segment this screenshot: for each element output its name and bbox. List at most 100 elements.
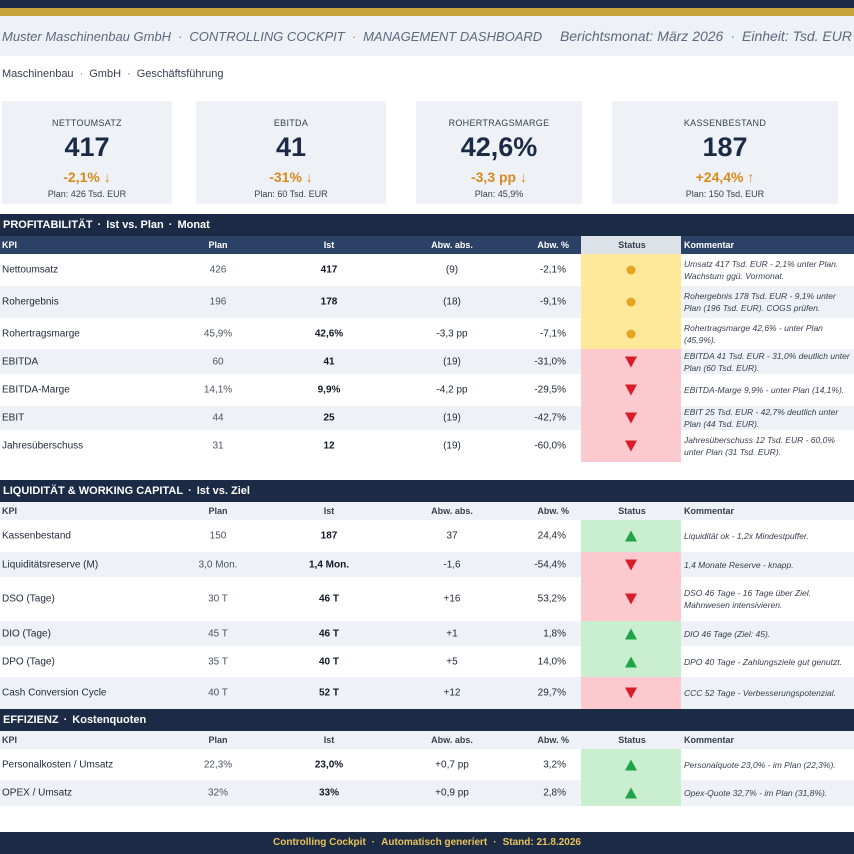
footer-date: Stand: 21.8.2026 — [502, 837, 581, 848]
comment-cell: EBITDA 41 Tsd. EUR - 31,0% deutlich unte… — [684, 350, 850, 373]
status-warning-dot-icon — [626, 297, 636, 307]
col-status[interactable]: Status — [618, 240, 646, 250]
col-abs[interactable]: Abw. abs. — [431, 735, 473, 745]
col-kpi[interactable]: KPI — [2, 240, 18, 250]
col-abs[interactable]: Abw. abs. — [431, 506, 473, 516]
table-row[interactable]: DSO (Tage) 30 T 46 T +16 53,2% DSO 46 Tage - … — [0, 577, 854, 621]
plan-cell: 426 — [209, 264, 227, 276]
kpi-name-cell: Rohertragsmarge — [2, 328, 80, 339]
col-kpi[interactable]: KPI — [2, 506, 18, 516]
kpi-name-cell: EBITDA — [2, 356, 39, 367]
kpi-card-rohertragsmarge[interactable]: ROHERTRAGSMARGE 42,6% -3,3 pp ↓ Plan: 45… — [416, 101, 582, 204]
col-pct[interactable]: Abw. % — [537, 240, 569, 250]
section-title: EFFIZIENZ — [3, 714, 59, 726]
col-status[interactable]: Status — [618, 735, 646, 745]
pct-deviation-cell: 53,2% — [537, 593, 566, 605]
table-row[interactable]: EBITDA 60 41 (19) -31,0% EBITDA 41 Tsd. EUR -… — [0, 349, 854, 374]
comment-cell: Rohertragsmarge 42,6% - unter Plan (45,9… — [684, 322, 823, 345]
status-cell — [581, 749, 681, 780]
pct-deviation-cell: -7,1% — [539, 328, 566, 339]
plan-cell: 30 T — [208, 593, 228, 605]
title-bar: Muster Maschinenbau GmbH · CONTROLLING COC… — [0, 16, 854, 56]
pct-deviation-cell: 24,4% — [537, 530, 566, 542]
plan-cell: 14,1% — [203, 384, 233, 396]
col-plan[interactable]: Plan — [208, 735, 228, 745]
column-header-row: KPI Plan Ist Abw. abs. Abw. % Status Kom… — [0, 502, 854, 520]
title-right: Berichtsmonat: März 2026 · Einheit: Tsd. E… — [559, 28, 852, 44]
status-cell — [581, 318, 681, 349]
table-row[interactable]: OPEX / Umsatz 32% 33% +0,9 pp 2,8% Opex-Quote… — [0, 780, 854, 806]
kpi-name-cell: EBITDA-Marge — [2, 384, 70, 396]
status-column-header-bg — [581, 236, 681, 254]
abs-deviation-cell: -4,2 pp — [436, 384, 468, 396]
breadcrumb-item[interactable]: Geschäftsführung — [136, 68, 224, 80]
abs-deviation-cell: +0,7 pp — [435, 759, 469, 770]
table-row[interactable]: EBITDA-Marge 14,1% 9,9% -4,2 pp -29,5% EBITDA… — [0, 374, 854, 406]
status-cell — [581, 780, 681, 806]
col-abs[interactable]: Abw. abs. — [431, 240, 473, 250]
pct-deviation-cell: -9,1% — [539, 296, 566, 308]
pct-deviation-cell: -29,5% — [534, 384, 566, 396]
kpi-card-nettoumsatz[interactable]: NETTOUMSATZ 417 -2,1% ↓ Plan: 426 Tsd. E… — [2, 101, 172, 204]
comment-cell: DSO 46 Tage - 16 Tage über Ziel. Mahnwes… — [684, 588, 811, 610]
breadcrumb-item[interactable]: GmbH — [89, 68, 122, 80]
section-header-profitabilitaet: PROFITABILITÄT · Ist vs. Plan · Monat — [0, 214, 854, 236]
col-kpi[interactable]: KPI — [2, 735, 18, 745]
col-ist[interactable]: Ist — [323, 735, 335, 745]
kpi-name-cell: Liquiditätsreserve (M) — [2, 559, 99, 570]
table-row[interactable]: Nettoumsatz 426 417 (9) -2,1% Umsatz 417 Tsd.… — [0, 254, 854, 286]
gold-accent-bar — [0, 8, 854, 16]
table-row[interactable]: Jahresüberschuss 31 12 (19) -60,0% Jahresüber… — [0, 430, 854, 462]
breadcrumb-item[interactable]: Maschinenbau — [2, 68, 74, 80]
ist-cell: 23,0% — [314, 759, 344, 770]
col-plan[interactable]: Plan — [208, 506, 228, 516]
plan-cell: 44 — [212, 412, 224, 424]
section-subtitle: Ist vs. Ziel — [196, 485, 250, 497]
section-header-liquiditaet: LIQUIDITÄT & WORKING CAPITAL · Ist vs. Zie… — [0, 480, 854, 502]
column-header-row: KPI Plan Ist Abw. abs. Abw. % Status Kom… — [0, 731, 854, 749]
table-row[interactable]: DIO (Tage) 45 T 46 T +1 1,8% DIO 46 Tage (Zie… — [0, 621, 854, 646]
col-status[interactable]: Status — [618, 506, 646, 516]
table-row[interactable]: Liquiditätsreserve (M) 3,0 Mon. 1,4 Mon. -1… — [0, 552, 854, 577]
table-row[interactable]: DPO (Tage) 35 T 40 T +5 14,0% DPO 40 Tage - Z… — [0, 646, 854, 677]
col-plan[interactable]: Plan — [208, 240, 228, 250]
kpi-card-label: KASSENBESTAND — [683, 118, 767, 128]
col-comment[interactable]: Kommentar — [684, 240, 735, 250]
kpi-card-delta: -3,3 pp ↓ — [470, 169, 527, 185]
plan-cell: 40 T — [208, 687, 228, 699]
kpi-card-delta: -31% ↓ — [269, 169, 313, 185]
col-pct[interactable]: Abw. % — [537, 506, 569, 516]
pct-deviation-cell: 3,2% — [543, 759, 566, 770]
table-row[interactable]: Personalkosten / Umsatz 22,3% 23,0% +0,7 pp… — [0, 749, 854, 780]
kpi-card-value: 41 — [275, 132, 307, 162]
column-header-row: KPI Plan Ist Abw. abs. Abw. % Status Kom… — [0, 236, 854, 254]
table-row[interactable]: Rohergebnis 196 178 (18) -9,1% Rohergebnis 17… — [0, 286, 854, 318]
abs-deviation-cell: (18) — [443, 296, 461, 308]
table-row[interactable]: Kassenbestand 150 187 37 24,4% Liquidität ok … — [0, 520, 854, 552]
status-up-triangle-icon — [625, 787, 637, 799]
kpi-card-ebitda[interactable]: EBITDA 41 -31% ↓ Plan: 60 Tsd. EUR — [196, 101, 386, 204]
abs-deviation-cell: (19) — [443, 412, 461, 424]
kpi-card-plan: Plan: 60 Tsd. EUR — [254, 189, 328, 199]
ist-cell: 41 — [323, 356, 335, 367]
status-down-triangle-icon — [625, 687, 637, 699]
table-row[interactable]: Rohertragsmarge 45,9% 42,6% -3,3 pp -7,1% Roh… — [0, 318, 854, 349]
kpi-name-cell: DPO (Tage) — [2, 656, 55, 667]
plan-cell: 32% — [207, 787, 229, 799]
abs-deviation-cell: 37 — [446, 530, 458, 542]
col-ist[interactable]: Ist — [323, 506, 335, 516]
kpi-name-cell: DIO (Tage) — [2, 628, 51, 639]
col-ist[interactable]: Ist — [323, 240, 335, 250]
status-cell — [581, 677, 681, 709]
footer-bar: Controlling Cockpit · Automatisch generier… — [0, 832, 854, 854]
comment-cell: Jahresüberschuss 12 Tsd. EUR - 60,0% unt… — [684, 435, 835, 457]
table-row[interactable]: EBIT 44 25 (19) -42,7% EBIT 25 Tsd. EUR - 42,… — [0, 406, 854, 430]
comment-cell: Personalquote 23,0% - im Plan (22,3%). — [684, 759, 836, 770]
kpi-card-label: ROHERTRAGSMARGE — [448, 118, 550, 128]
col-pct[interactable]: Abw. % — [537, 735, 569, 745]
kpi-card-kassenbestand[interactable]: KASSENBESTAND 187 +24,4% ↑ Plan: 150 Tsd… — [612, 101, 838, 204]
comment-cell: Opex-Quote 32,7% - im Plan (31,8%). — [684, 788, 828, 798]
col-comment[interactable]: Kommentar — [684, 506, 735, 516]
table-row[interactable]: Cash Conversion Cycle 40 T 52 T +12 29,7% CCC… — [0, 677, 854, 709]
col-comment[interactable]: Kommentar — [684, 735, 735, 745]
